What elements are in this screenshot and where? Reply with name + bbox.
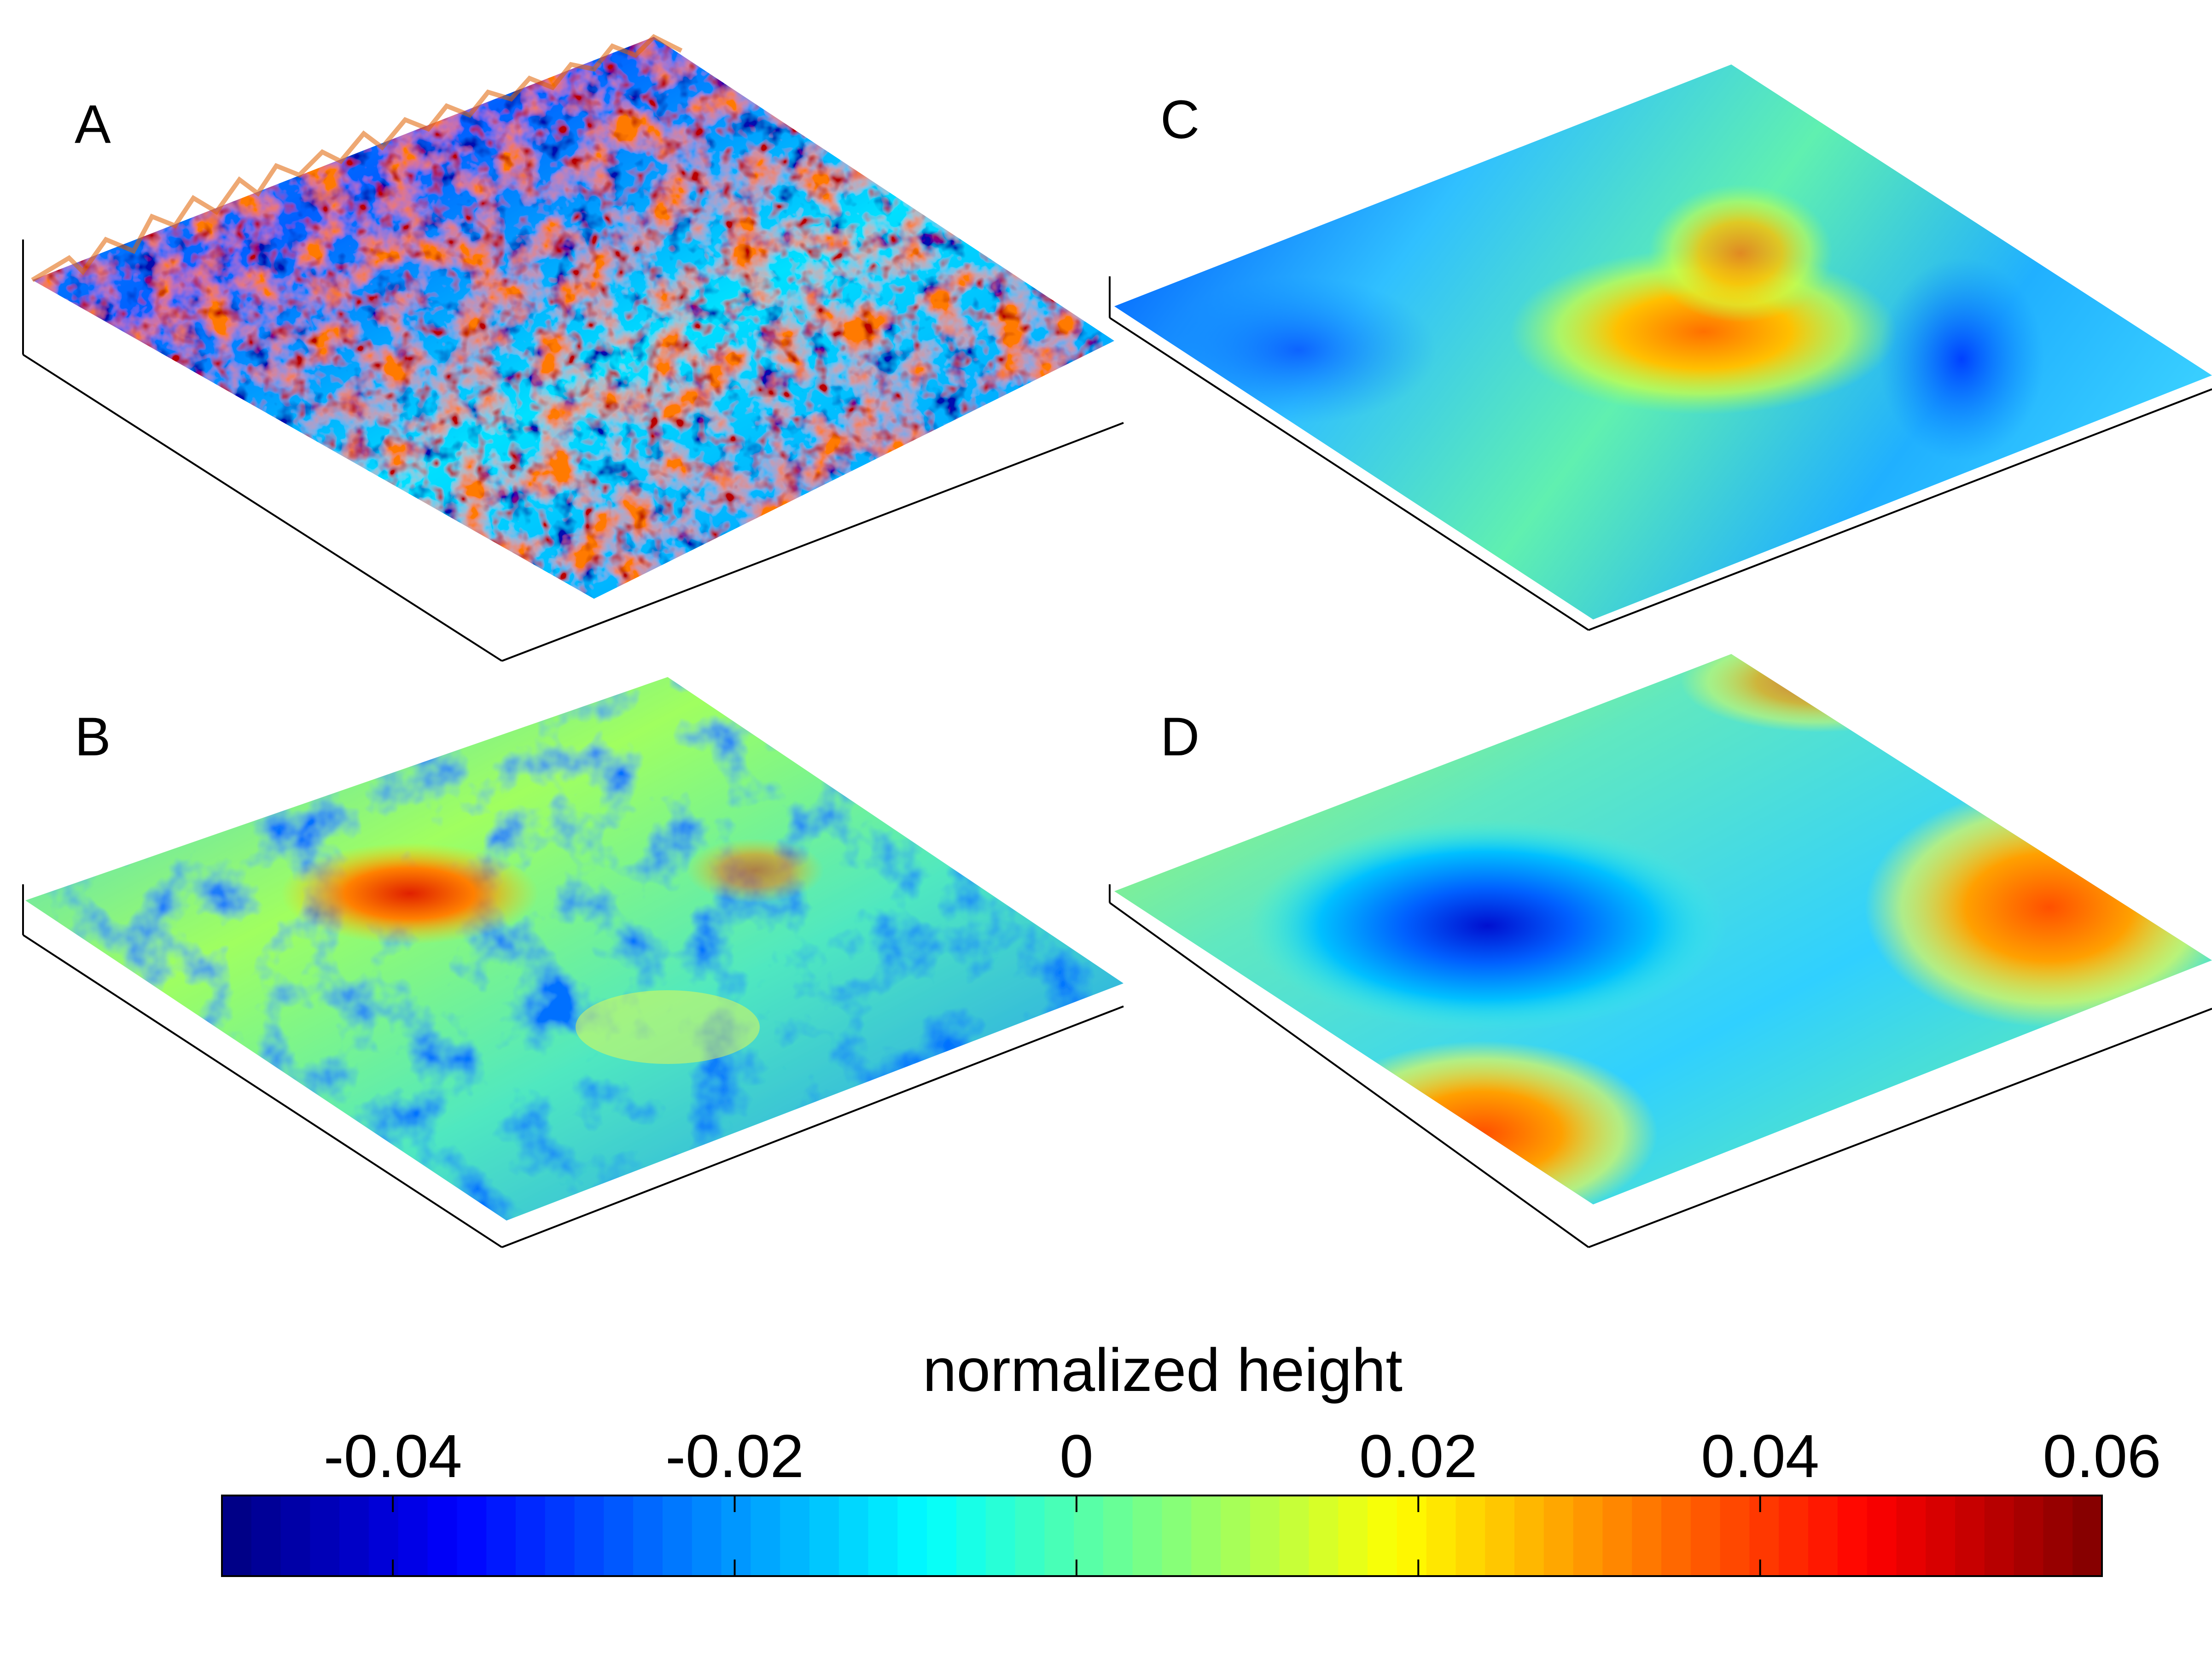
panel-a-surface-edge [31,34,683,282]
colorbar-tick-label: 0.02 [1359,1422,1478,1490]
colorbar-segment [1749,1495,1779,1576]
colorbar-segment [427,1495,457,1576]
colorbar-ticks: -0.04 -0.02 0 0.02 0.04 0.06 [324,1422,2161,1576]
panel-b-label: B [75,707,111,767]
panel-a-axes [22,240,1124,662]
colorbar-segment [1602,1495,1632,1576]
panel-a-label: A [75,94,111,155]
colorbar-segment [1338,1495,1368,1576]
colorbar-segment [1015,1495,1045,1576]
colorbar-segment [868,1495,898,1576]
colorbar-segment [692,1495,722,1576]
colorbar-segment [1103,1495,1133,1576]
colorbar-segment [310,1495,340,1576]
panel-d-surface [1114,654,2212,1204]
colorbar-segment [545,1495,575,1576]
colorbar-segment [662,1495,693,1576]
panel-b: B [22,677,1124,1248]
colorbar-ramp [222,1495,2102,1576]
colorbar-segment [1485,1495,1515,1576]
colorbar-segment [1632,1495,1662,1576]
panel-b-surface [25,677,1123,1221]
colorbar-segment [721,1495,751,1576]
colorbar-segment [1132,1495,1163,1576]
panel-c-label: C [1160,89,1199,150]
colorbar-segment [1690,1495,1721,1576]
colorbar-segment [280,1495,310,1576]
colorbar-segment [956,1495,986,1576]
colorbar-segment [1837,1495,1868,1576]
colorbar-segment [2043,1495,2073,1576]
colorbar-segment [486,1495,516,1576]
colorbar-segment [809,1495,839,1576]
panel-b-axes [22,884,1124,1248]
colorbar-tick-label: -0.02 [665,1422,804,1490]
panel-d-label: D [1160,707,1199,767]
colorbar-segment [1368,1495,1397,1576]
panel-c-surface [1114,64,2212,619]
colorbar-tick-label: 0.06 [2043,1422,2161,1490]
colorbar-segment [2014,1495,2044,1576]
colorbar-segment [1044,1495,1074,1576]
colorbar-segment [751,1495,780,1576]
panel-c-axes [1109,276,2212,631]
colorbar-segment [985,1495,1016,1576]
colorbar-segment [457,1495,487,1576]
colorbar-segment [1162,1495,1192,1576]
colorbar-segment [1926,1495,1956,1576]
colorbar-tick-label: 0.04 [1701,1422,1819,1490]
colorbar-frame [221,1495,2103,1577]
colorbar: normalized height -0.04 -0.02 0 0.02 0.04 0.0… [221,1336,2161,1577]
colorbar-segment [1191,1495,1221,1576]
colorbar-segment [1661,1495,1691,1576]
colorbar-segment [927,1495,957,1576]
colorbar-segment [1867,1495,1897,1576]
colorbar-segment [1543,1495,1574,1576]
colorbar-title: normalized height [923,1336,1403,1404]
panel-c: C [1109,64,2212,631]
colorbar-segment [515,1495,546,1576]
colorbar-segment [1720,1495,1750,1576]
colorbar-segment [1955,1495,1985,1576]
colorbar-segment [1221,1495,1251,1576]
colorbar-segment [339,1495,369,1576]
panel-d-axes [1109,884,2212,1248]
colorbar-segment [1250,1495,1280,1576]
colorbar-segment [1573,1495,1603,1576]
colorbar-segment [1279,1495,1310,1576]
colorbar-segment [2072,1495,2102,1576]
colorbar-segment [897,1495,927,1576]
colorbar-segment [1514,1495,1544,1576]
colorbar-segment [222,1495,252,1576]
colorbar-segment [1808,1495,1838,1576]
panel-a-surface [32,37,1114,599]
colorbar-segment [1426,1495,1456,1576]
colorbar-segment [780,1495,810,1576]
colorbar-segment [398,1495,428,1576]
panel-d: D [1109,654,2212,1248]
colorbar-segment [368,1495,399,1576]
colorbar-segment [838,1495,869,1576]
colorbar-segment [633,1495,663,1576]
colorbar-segment [1397,1495,1427,1576]
colorbar-segment [1896,1495,1926,1576]
colorbar-segment [1779,1495,1809,1576]
colorbar-segment [1984,1495,2014,1576]
colorbar-segment [251,1495,281,1576]
colorbar-segment [604,1495,634,1576]
colorbar-tick-label: 0 [1059,1422,1093,1490]
colorbar-segment [1455,1495,1485,1576]
panel-a: A [22,34,1124,662]
colorbar-segment [1074,1495,1104,1576]
colorbar-segment [1309,1495,1339,1576]
colorbar-segment [574,1495,604,1576]
colorbar-tick-label: -0.04 [324,1422,462,1490]
